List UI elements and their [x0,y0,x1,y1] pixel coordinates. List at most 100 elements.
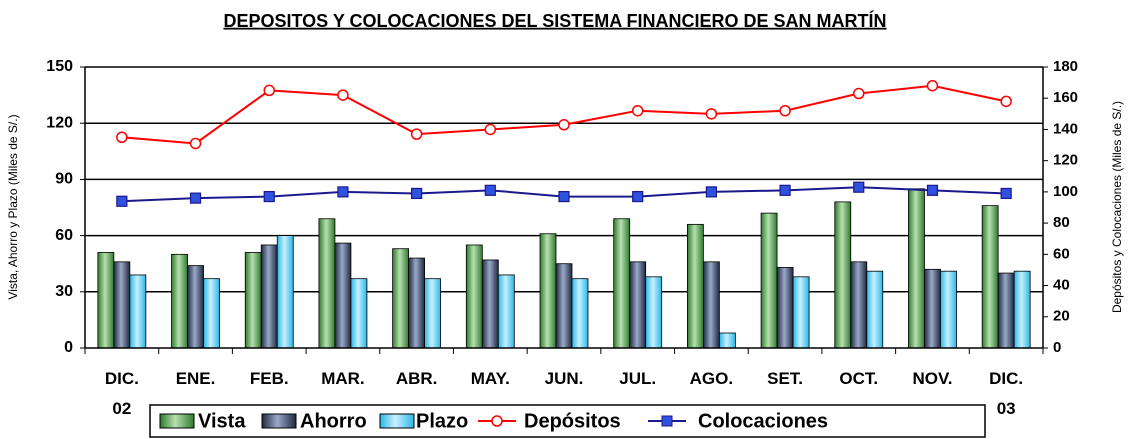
bar [555,263,573,349]
point [853,181,865,193]
bar [718,332,736,349]
bar [187,265,204,349]
point [337,89,349,101]
x-tick-label: JUN. [545,369,584,388]
y2-tick-label: 160 [1053,89,1078,106]
bar [940,270,957,349]
bar [497,274,515,349]
bar [318,218,336,349]
legend-label: Plazo [416,410,468,432]
bar [129,274,147,349]
y2-tick-label: 140 [1053,120,1078,137]
x-tick-label: JUL. [619,369,656,388]
bar [260,244,278,349]
y2-tick-label: 20 [1053,308,1070,325]
bar [760,212,778,349]
point [926,184,939,196]
x-tick-label: ABR. [396,369,438,388]
point [263,84,275,97]
x-tick-label: AGO. [690,369,733,388]
legend-swatch [261,413,297,429]
x-tick-label: DIC. 03 [989,369,1023,418]
x-tick-label: OCT. [839,369,878,388]
bar [276,235,294,349]
point [632,190,644,203]
bar [981,205,999,349]
point [705,186,717,198]
y2-tick-label: 120 [1053,152,1078,169]
y-tick-label: 0 [64,339,73,356]
y2-tick-label: 100 [1053,183,1078,200]
legend-marker [491,415,503,427]
y2-tick-label: 80 [1053,214,1070,231]
point [853,87,865,100]
bar [776,267,794,349]
legend-label: Depósitos [524,410,621,432]
bar [350,278,368,349]
point [189,192,202,204]
y-tick-label: 150 [46,58,73,75]
bar [792,276,810,349]
bar [203,278,220,349]
bar [171,253,188,349]
y-tick-label: 120 [46,114,73,131]
line [121,84,1007,145]
bar [244,252,262,349]
legend-label: Vista [198,410,246,432]
legend-swatch [379,413,415,429]
bar [113,261,131,349]
chart-title: DEPOSITOS Y COLOCACIONES DEL SISTEMA FIN… [223,10,886,31]
x-tick-label: FEB. [250,369,289,388]
bar [997,272,1015,349]
point [705,108,718,120]
bar [645,276,663,349]
bar [539,233,557,349]
point [116,195,128,207]
y2-axis-label: Depósitos y Colocaciones (Miles de S/.) [1110,101,1124,313]
point [779,184,791,196]
y2-tick-label: 40 [1053,277,1070,294]
bar [850,261,868,349]
bar [571,278,589,349]
bar [908,188,925,349]
legend-swatch [159,413,195,429]
bar [702,261,720,349]
y-tick-label: 60 [55,227,73,244]
point [484,123,497,136]
point [1000,95,1012,108]
point [779,104,791,117]
point [484,184,496,196]
bar [924,268,941,349]
legend-marker [661,415,673,427]
bar [334,242,352,349]
y2-tick-label: 180 [1053,58,1078,75]
x-tick-label: ENE. [176,369,216,388]
bar [866,270,884,349]
y-axis-label: Vista, Ahorro y Plazo (Miles de S/.) [6,114,20,299]
bar [629,261,647,349]
bar [424,278,442,349]
x-tick-label: MAY. [471,369,510,388]
point [189,137,202,150]
point [410,128,423,140]
bar [408,257,426,349]
x-tick-label: MAR. [321,369,364,388]
y2-tick-label: 60 [1053,245,1070,262]
y-tick-label: 90 [55,171,73,188]
point [558,119,570,131]
point [263,190,275,203]
bar [686,223,704,349]
point [558,190,570,203]
y-tick-label: 30 [55,283,73,300]
bar [97,252,115,349]
point [116,131,128,143]
x-tick-label: DIC. 02 [105,369,139,418]
bar [613,218,631,349]
point [411,187,423,200]
bar [481,259,499,349]
y2-tick-label: 0 [1053,339,1061,356]
point [631,104,644,117]
bar [465,244,483,349]
point [337,186,349,198]
